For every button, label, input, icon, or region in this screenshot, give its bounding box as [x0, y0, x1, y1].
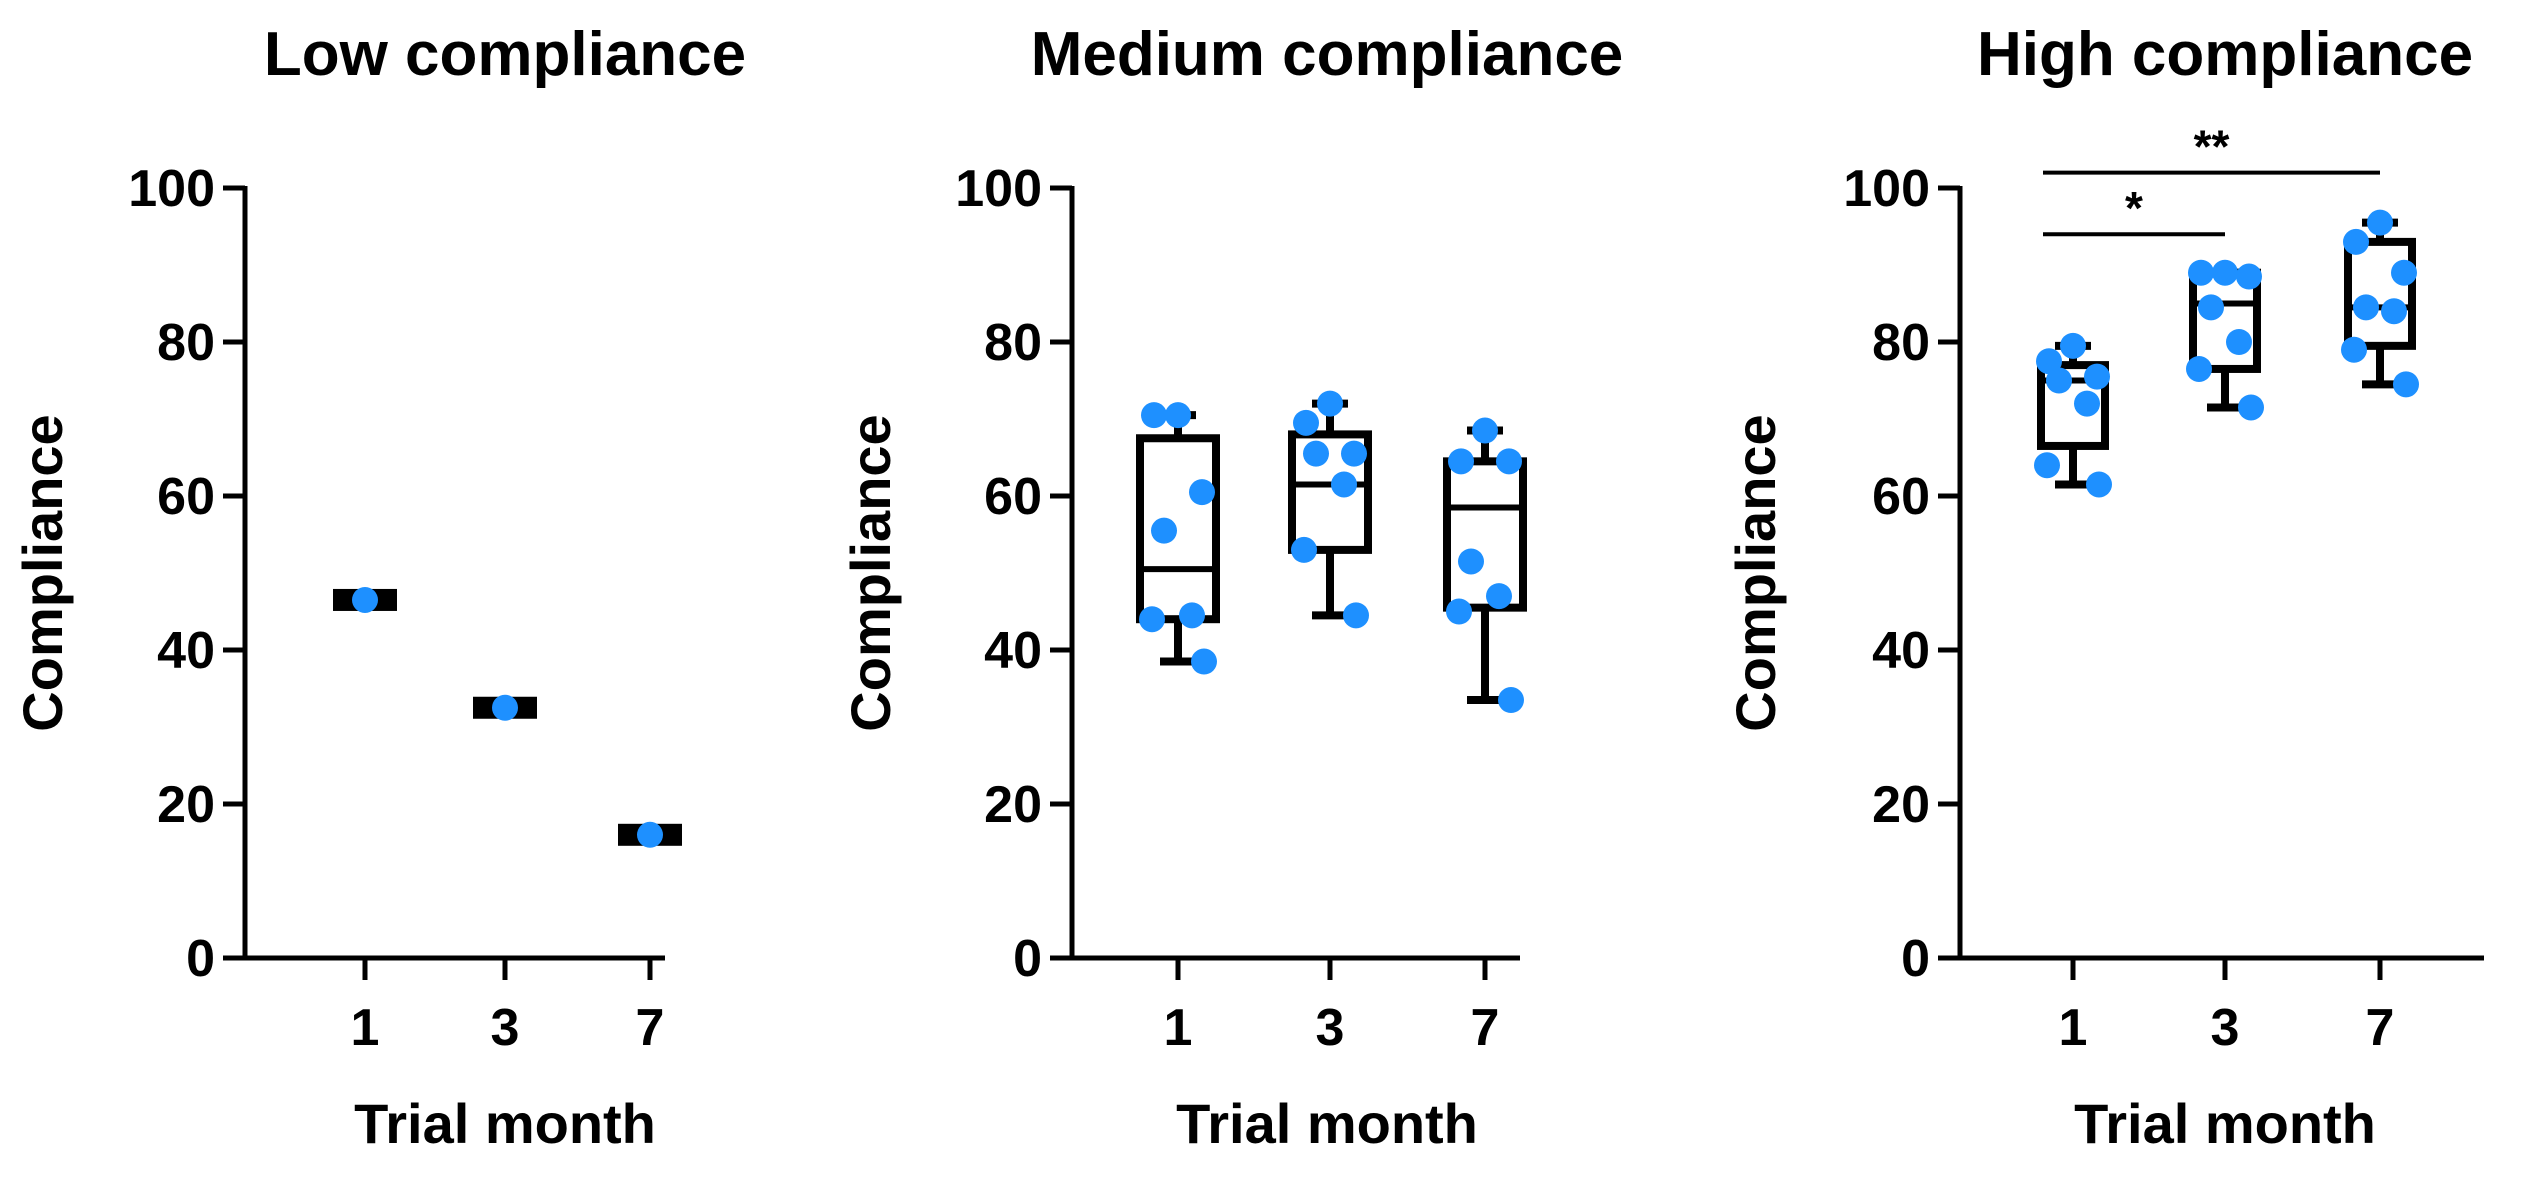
data-point [1291, 536, 1317, 563]
data-point [1341, 440, 1367, 467]
data-point [1151, 517, 1177, 544]
data-point [2212, 259, 2238, 286]
data-point [2367, 209, 2393, 236]
data-point [1486, 583, 1512, 610]
data-point [1331, 471, 1357, 498]
iqr-box [1443, 457, 1527, 612]
data-point [352, 586, 378, 613]
y-tick-label: 60 [1872, 468, 1930, 526]
panel-3: High compliance 0 20 40 60 80 100 1 3 7 Trial mont… [1724, 20, 2484, 1155]
x-tick-label: 1 [351, 999, 380, 1057]
data-point [2381, 298, 2407, 325]
y-tick-label: 100 [128, 160, 215, 218]
chart-title: Low compliance [264, 20, 746, 89]
y-tick-label: 100 [955, 160, 1042, 218]
data-point [1498, 687, 1524, 714]
y-tick-label: 0 [1013, 930, 1042, 988]
x-axis-label: Trial month [2074, 1092, 2376, 1155]
data-point [2034, 452, 2060, 479]
data-point [2046, 367, 2072, 394]
x-axis-label: Trial month [354, 1092, 656, 1155]
y-axis-label: Compliance [1724, 414, 1787, 731]
iqr-box [2344, 237, 2416, 350]
y-tick-label: 0 [186, 930, 215, 988]
y-tick-label: 80 [1872, 314, 1930, 372]
data-point [1446, 598, 1472, 625]
x-tick-label: 7 [636, 999, 665, 1057]
data-point [2086, 471, 2112, 498]
significance-label: ** [2194, 121, 2230, 173]
data-point [2343, 228, 2369, 255]
data-point [2341, 336, 2367, 363]
y-tick-label: 40 [984, 622, 1042, 680]
chart-title: High compliance [1977, 20, 2473, 89]
data-point [1317, 390, 1343, 417]
data-point [1303, 440, 1329, 467]
data-point [2393, 371, 2419, 398]
x-axis-label: Trial month [1176, 1092, 1478, 1155]
x-tick-label: 7 [2366, 999, 2395, 1057]
x-tick-label: 3 [2211, 999, 2240, 1057]
data-point [2188, 259, 2214, 286]
iqr-box [2037, 361, 2109, 450]
y-tick-label: 40 [157, 622, 215, 680]
x-tick-label: 3 [1316, 999, 1345, 1057]
y-tick-label: 20 [1872, 776, 1930, 834]
data-point [2391, 259, 2417, 286]
x-tick-label: 3 [491, 999, 520, 1057]
chart-title: Medium compliance [1031, 20, 1624, 89]
data-point [1179, 602, 1205, 629]
y-tick-label: 100 [1843, 160, 1930, 218]
y-tick-label: 40 [1872, 622, 1930, 680]
data-point [1343, 602, 1369, 629]
data-point [2186, 355, 2212, 382]
panel-2: Medium compliance 0 20 40 60 80 100 1 3 7 Trial mo… [839, 20, 1623, 1155]
data-point [492, 694, 518, 721]
x-tick-label: 1 [1164, 999, 1193, 1057]
y-tick-label: 60 [157, 468, 215, 526]
data-point [1139, 606, 1165, 633]
y-tick-label: 20 [984, 776, 1042, 834]
y-tick-label: 60 [984, 468, 1042, 526]
data-point [2074, 390, 2100, 417]
data-point [1496, 448, 1522, 475]
x-tick-label: 1 [2059, 999, 2088, 1057]
x-tick-label: 7 [1471, 999, 1500, 1057]
data-point [1293, 409, 1319, 436]
data-point [2353, 294, 2379, 321]
data-point [2060, 332, 2086, 359]
data-point [1165, 402, 1191, 429]
y-axis-label: Compliance [11, 414, 74, 731]
data-point [2036, 348, 2062, 375]
y-tick-label: 80 [984, 314, 1042, 372]
y-tick-label: 20 [157, 776, 215, 834]
data-point [1141, 402, 1167, 429]
data-point [1458, 548, 1484, 575]
data-point [2236, 263, 2262, 290]
data-point [637, 821, 663, 848]
data-point [1448, 448, 1474, 475]
data-point [2238, 394, 2264, 421]
significance-label: * [2125, 182, 2143, 234]
data-point [1191, 648, 1217, 675]
y-tick-label: 0 [1901, 930, 1930, 988]
y-axis-label: Compliance [839, 414, 902, 731]
data-point [2084, 363, 2110, 390]
data-point [2226, 329, 2252, 355]
panel-1: Low compliance 0 20 40 60 80 100 1 3 7 Trial month… [11, 20, 746, 1155]
data-point [1472, 417, 1498, 444]
data-point [2198, 294, 2224, 321]
iqr-box [1136, 434, 1220, 624]
data-point [1189, 479, 1215, 506]
iqr-box [1288, 430, 1372, 554]
y-tick-label: 80 [157, 314, 215, 372]
